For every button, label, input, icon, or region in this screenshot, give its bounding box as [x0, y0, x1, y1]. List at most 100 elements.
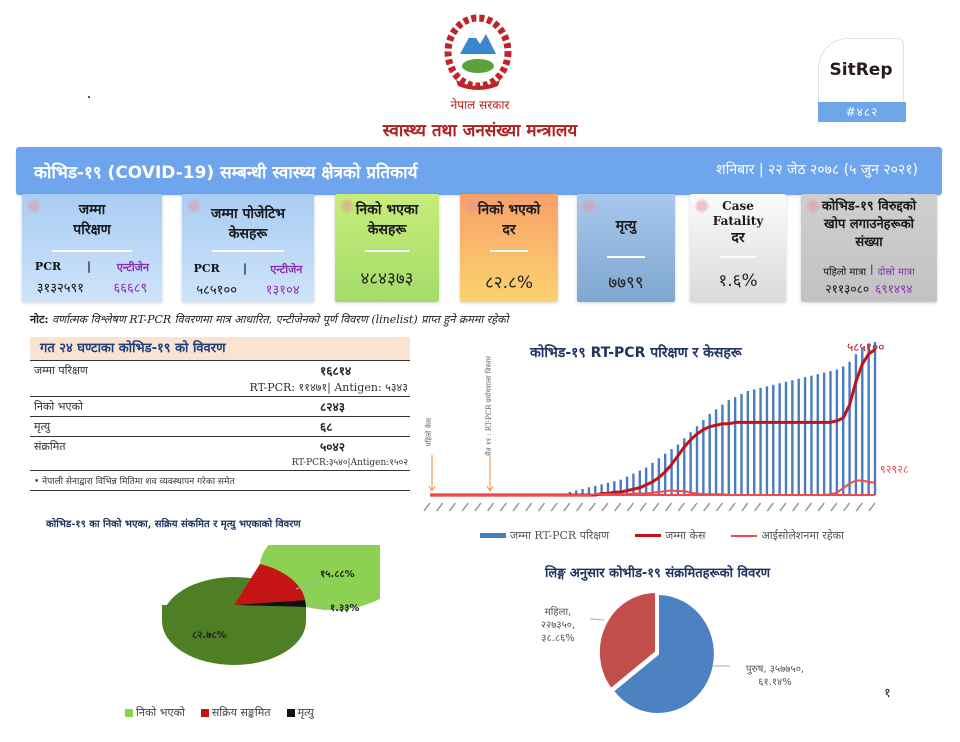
tests-cases-chart [423, 342, 877, 512]
bar [829, 371, 832, 495]
pie2-title: लिङ्ग अनुसार कोभीड-१९ संक्रमितहरूको विवर… [545, 566, 771, 581]
bar [867, 343, 870, 495]
note-text: वर्णात्मक विश्लेषण RT-PCR विवरणमा मात्र … [52, 313, 509, 326]
card-deaths: मृत्यु ७७९९ [577, 194, 675, 302]
separator: | [86, 260, 91, 273]
death-percent-label: १.३३% [330, 603, 360, 614]
card-title: मृत्यु [615, 218, 637, 234]
bar [638, 470, 641, 495]
bar [632, 473, 635, 495]
active-percent-label: १५.८८% [320, 569, 355, 580]
bar [606, 482, 610, 495]
bar [651, 462, 654, 495]
male-percent: ६१.१४% [758, 677, 792, 688]
table-footnote: • नेपाली सेनाद्वारा विभिन्न मितिमा शव व्… [30, 471, 410, 491]
bar [695, 426, 699, 495]
legend-label: आईसोलेशनमा रहेका [761, 529, 844, 542]
bar [587, 487, 591, 495]
legend-item-active: सक्रिय सङ्कमित [200, 705, 271, 720]
bar [676, 444, 680, 495]
card-title: जम्मा [78, 202, 106, 218]
legend-item-death: मृत्यु [286, 705, 314, 720]
female-percent: ३८.८६% [541, 633, 575, 644]
recovery-rate-value: ८२.८% [484, 273, 534, 293]
card-title: खोप लगाउनेहरूको [823, 217, 915, 232]
bar [797, 378, 800, 495]
chart-title: कोभिड-१९ RT-PCR परिक्षण र केसहरू [530, 345, 742, 361]
ministry-name: स्वास्थ्य तथा जनसंख्या मन्त्रालय [382, 121, 578, 141]
row-label: जम्मा परिक्षण [34, 364, 88, 377]
chart-legend: जम्मा RT-PCR परिक्षण जम्मा केस आईसोलेशनम… [480, 528, 844, 543]
bar [848, 361, 851, 495]
sitrep-label: SitRep [829, 60, 893, 80]
bar [625, 476, 629, 495]
card-case-fatality: Case Fatality दर १.६% [690, 194, 786, 302]
legend-label: जम्मा RT-PCR परिक्षण [510, 529, 610, 542]
table-row: जम्मा परिक्षण १६८१४ RT-PCR: ११४७१| Antig… [30, 361, 410, 397]
bar [664, 453, 667, 495]
antigen-value: १३१०४ [265, 283, 300, 298]
card-vaccination: कोभिड-१९ विरुद्दको खोप लगाउनेहरूको संख्या … [801, 194, 937, 302]
cases-end-label: ५८५१०० [847, 340, 885, 354]
female-count: २२७३५०, [540, 620, 576, 631]
bar [746, 390, 750, 495]
card-title: दर [731, 230, 745, 246]
recovered-value: ४८४३७३ [360, 269, 414, 289]
row-subvalue: RT-PCR:३५४०|Antigen:१५०२ [291, 458, 408, 468]
bar [619, 479, 622, 495]
divider [490, 250, 528, 252]
bar [803, 377, 807, 495]
legend-item-tests: जम्मा RT-PCR परिक्षण [480, 528, 609, 543]
gender-pie-chart [590, 590, 730, 715]
female-label: महिला, २२७३५०, ३८.८६% [528, 606, 588, 645]
legend-item-cases: जम्मा केस [635, 528, 705, 543]
legend-swatch [731, 534, 758, 537]
male-label: पुरुष, ३५७७५०, ६१.१४% [730, 663, 820, 689]
isolation-line [430, 479, 876, 496]
bar [702, 420, 705, 495]
case-fatality-value: १.६% [718, 271, 758, 291]
bar [791, 380, 794, 495]
arrow-icon [428, 455, 436, 493]
bar [861, 348, 864, 495]
sitrep-number: #४८२ [818, 102, 906, 122]
row-label: निको भएको [34, 400, 83, 413]
legend-swatch [286, 709, 295, 717]
second-dose-value: ६९१४९४ [875, 282, 913, 296]
bar [689, 432, 692, 495]
bar [740, 394, 743, 495]
table-row: संक्रमित ५०४२ RT-PCR:३५४०|Antigen:१५०२ [30, 437, 410, 471]
separator: | [870, 264, 874, 275]
row-subvalue: RT-PCR: ११४७१| Antigen: ५३४३ [249, 381, 408, 394]
card-title: केसहरू [367, 222, 407, 238]
legend-item-recovered: निको भएको [125, 705, 185, 720]
row-value: ६८ [320, 420, 333, 434]
bar [613, 481, 616, 495]
bar [600, 484, 603, 495]
report-date: शनिबार | २२ जेठ २०७८ (५ जुन २०२१) [716, 162, 918, 178]
card-title: केसहरू [228, 226, 268, 242]
legend-swatch [480, 533, 506, 538]
separator: | [242, 262, 247, 275]
table-title: गत २४ घण्टाका कोभिड-१९ को विवरण [30, 337, 410, 361]
bar [733, 397, 737, 495]
bar [854, 354, 858, 495]
deaths-value: ७७९९ [608, 273, 644, 293]
recovered-percent-label: ८२.७८% [192, 630, 227, 641]
lab-expansion-annotation: चैत ११ : RT-PCR प्रयोगशाला विस्तार [485, 356, 493, 456]
card-title: Case [722, 199, 754, 213]
pcr-label: PCR [193, 262, 220, 275]
pcr-label: PCR [34, 260, 62, 273]
isolation-end-label: ९२९२८ [880, 463, 909, 476]
arrow-icon [486, 455, 494, 493]
bar [594, 485, 597, 495]
government-name: नेपाल सरकार [450, 98, 510, 112]
divider [365, 250, 409, 252]
card-title: दर [502, 222, 516, 238]
card-title: निको भएको [477, 202, 541, 218]
card-recovered: निको भएका केसहरू ४८४३७३ [335, 194, 439, 302]
bar [727, 400, 730, 495]
virus-icon [26, 198, 42, 214]
card-title: परिक्षण [73, 222, 111, 238]
pie1-title: कोभिड-१९ का निको भएका, सक्रिय संकमित र म… [46, 519, 301, 530]
